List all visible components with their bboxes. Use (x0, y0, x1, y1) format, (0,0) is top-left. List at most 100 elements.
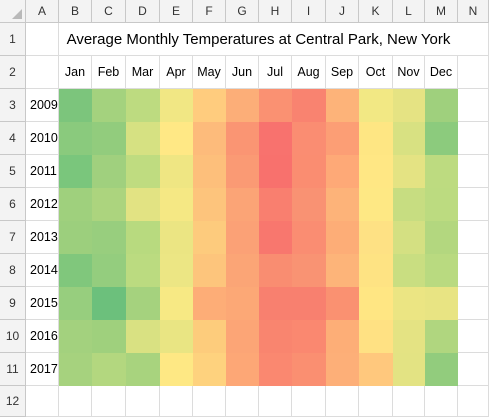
column-header-i[interactable]: I (292, 0, 326, 23)
cell[interactable] (458, 386, 489, 417)
heatmap-cell[interactable] (393, 188, 425, 221)
row-header-4[interactable]: 4 (0, 122, 26, 155)
heatmap-cell[interactable] (259, 89, 292, 122)
heatmap-cell[interactable] (359, 287, 393, 320)
column-header-a[interactable]: A (26, 0, 59, 23)
cell[interactable] (458, 122, 489, 155)
heatmap-cell[interactable] (359, 89, 393, 122)
heatmap-cell[interactable] (92, 155, 126, 188)
cell[interactable] (26, 23, 59, 56)
row-header-2[interactable]: 2 (0, 56, 26, 89)
cell[interactable] (458, 23, 489, 56)
column-header-g[interactable]: G (226, 0, 259, 23)
cell[interactable] (458, 89, 489, 122)
heatmap-cell[interactable] (193, 188, 226, 221)
heatmap-cell[interactable] (292, 89, 326, 122)
month-header[interactable]: Feb (92, 56, 126, 89)
heatmap-cell[interactable] (160, 221, 193, 254)
heatmap-cell[interactable] (226, 353, 259, 386)
heatmap-cell[interactable] (59, 287, 92, 320)
heatmap-cell[interactable] (292, 155, 326, 188)
row-header-8[interactable]: 8 (0, 254, 26, 287)
heatmap-cell[interactable] (59, 89, 92, 122)
heatmap-cell[interactable] (259, 155, 292, 188)
heatmap-cell[interactable] (126, 89, 160, 122)
column-header-e[interactable]: E (160, 0, 193, 23)
cell[interactable] (458, 56, 489, 89)
heatmap-cell[interactable] (160, 188, 193, 221)
heatmap-cell[interactable] (92, 188, 126, 221)
month-header[interactable]: Oct (359, 56, 393, 89)
row-header-11[interactable]: 11 (0, 353, 26, 386)
heatmap-cell[interactable] (92, 221, 126, 254)
heatmap-cell[interactable] (126, 254, 160, 287)
heatmap-cell[interactable] (126, 320, 160, 353)
heatmap-cell[interactable] (193, 122, 226, 155)
heatmap-cell[interactable] (59, 122, 92, 155)
month-header[interactable]: Mar (126, 56, 160, 89)
heatmap-cell[interactable] (226, 122, 259, 155)
heatmap-cell[interactable] (292, 221, 326, 254)
heatmap-cell[interactable] (226, 188, 259, 221)
heatmap-cell[interactable] (326, 188, 359, 221)
column-header-j[interactable]: J (326, 0, 359, 23)
heatmap-cell[interactable] (126, 353, 160, 386)
heatmap-cell[interactable] (326, 89, 359, 122)
heatmap-cell[interactable] (393, 122, 425, 155)
heatmap-cell[interactable] (126, 221, 160, 254)
heatmap-cell[interactable] (425, 89, 458, 122)
heatmap-cell[interactable] (292, 188, 326, 221)
heatmap-cell[interactable] (193, 287, 226, 320)
year-label[interactable]: 2009 (26, 89, 59, 122)
cell[interactable] (259, 386, 292, 417)
cell[interactable] (326, 386, 359, 417)
cell[interactable] (458, 188, 489, 221)
column-header-k[interactable]: K (359, 0, 393, 23)
heatmap-cell[interactable] (126, 287, 160, 320)
cell[interactable] (458, 353, 489, 386)
heatmap-cell[interactable] (292, 287, 326, 320)
heatmap-cell[interactable] (259, 188, 292, 221)
year-label[interactable]: 2016 (26, 320, 59, 353)
heatmap-cell[interactable] (92, 122, 126, 155)
heatmap-cell[interactable] (259, 287, 292, 320)
heatmap-cell[interactable] (160, 122, 193, 155)
cell[interactable] (160, 386, 193, 417)
cell[interactable] (458, 320, 489, 353)
column-header-h[interactable]: H (259, 0, 292, 23)
heatmap-cell[interactable] (160, 287, 193, 320)
heatmap-cell[interactable] (193, 320, 226, 353)
heatmap-cell[interactable] (59, 320, 92, 353)
heatmap-cell[interactable] (126, 122, 160, 155)
heatmap-cell[interactable] (226, 221, 259, 254)
month-header[interactable]: Sep (326, 56, 359, 89)
year-label[interactable]: 2010 (26, 122, 59, 155)
heatmap-cell[interactable] (393, 353, 425, 386)
heatmap-cell[interactable] (425, 188, 458, 221)
heatmap-cell[interactable] (393, 320, 425, 353)
month-header[interactable]: Dec (425, 56, 458, 89)
heatmap-cell[interactable] (160, 89, 193, 122)
month-header[interactable]: May (193, 56, 226, 89)
heatmap-cell[interactable] (425, 155, 458, 188)
heatmap-cell[interactable] (226, 155, 259, 188)
row-header-6[interactable]: 6 (0, 188, 26, 221)
heatmap-cell[interactable] (193, 155, 226, 188)
cell[interactable] (425, 386, 458, 417)
heatmap-cell[interactable] (59, 188, 92, 221)
year-label[interactable]: 2011 (26, 155, 59, 188)
heatmap-cell[interactable] (226, 320, 259, 353)
month-header[interactable]: Apr (160, 56, 193, 89)
heatmap-cell[interactable] (359, 188, 393, 221)
cell[interactable] (26, 56, 59, 89)
heatmap-cell[interactable] (59, 155, 92, 188)
heatmap-cell[interactable] (226, 89, 259, 122)
row-header-7[interactable]: 7 (0, 221, 26, 254)
cell[interactable] (359, 386, 393, 417)
heatmap-cell[interactable] (193, 254, 226, 287)
heatmap-cell[interactable] (359, 254, 393, 287)
heatmap-cell[interactable] (160, 320, 193, 353)
heatmap-cell[interactable] (393, 287, 425, 320)
heatmap-cell[interactable] (92, 287, 126, 320)
heatmap-cell[interactable] (292, 320, 326, 353)
